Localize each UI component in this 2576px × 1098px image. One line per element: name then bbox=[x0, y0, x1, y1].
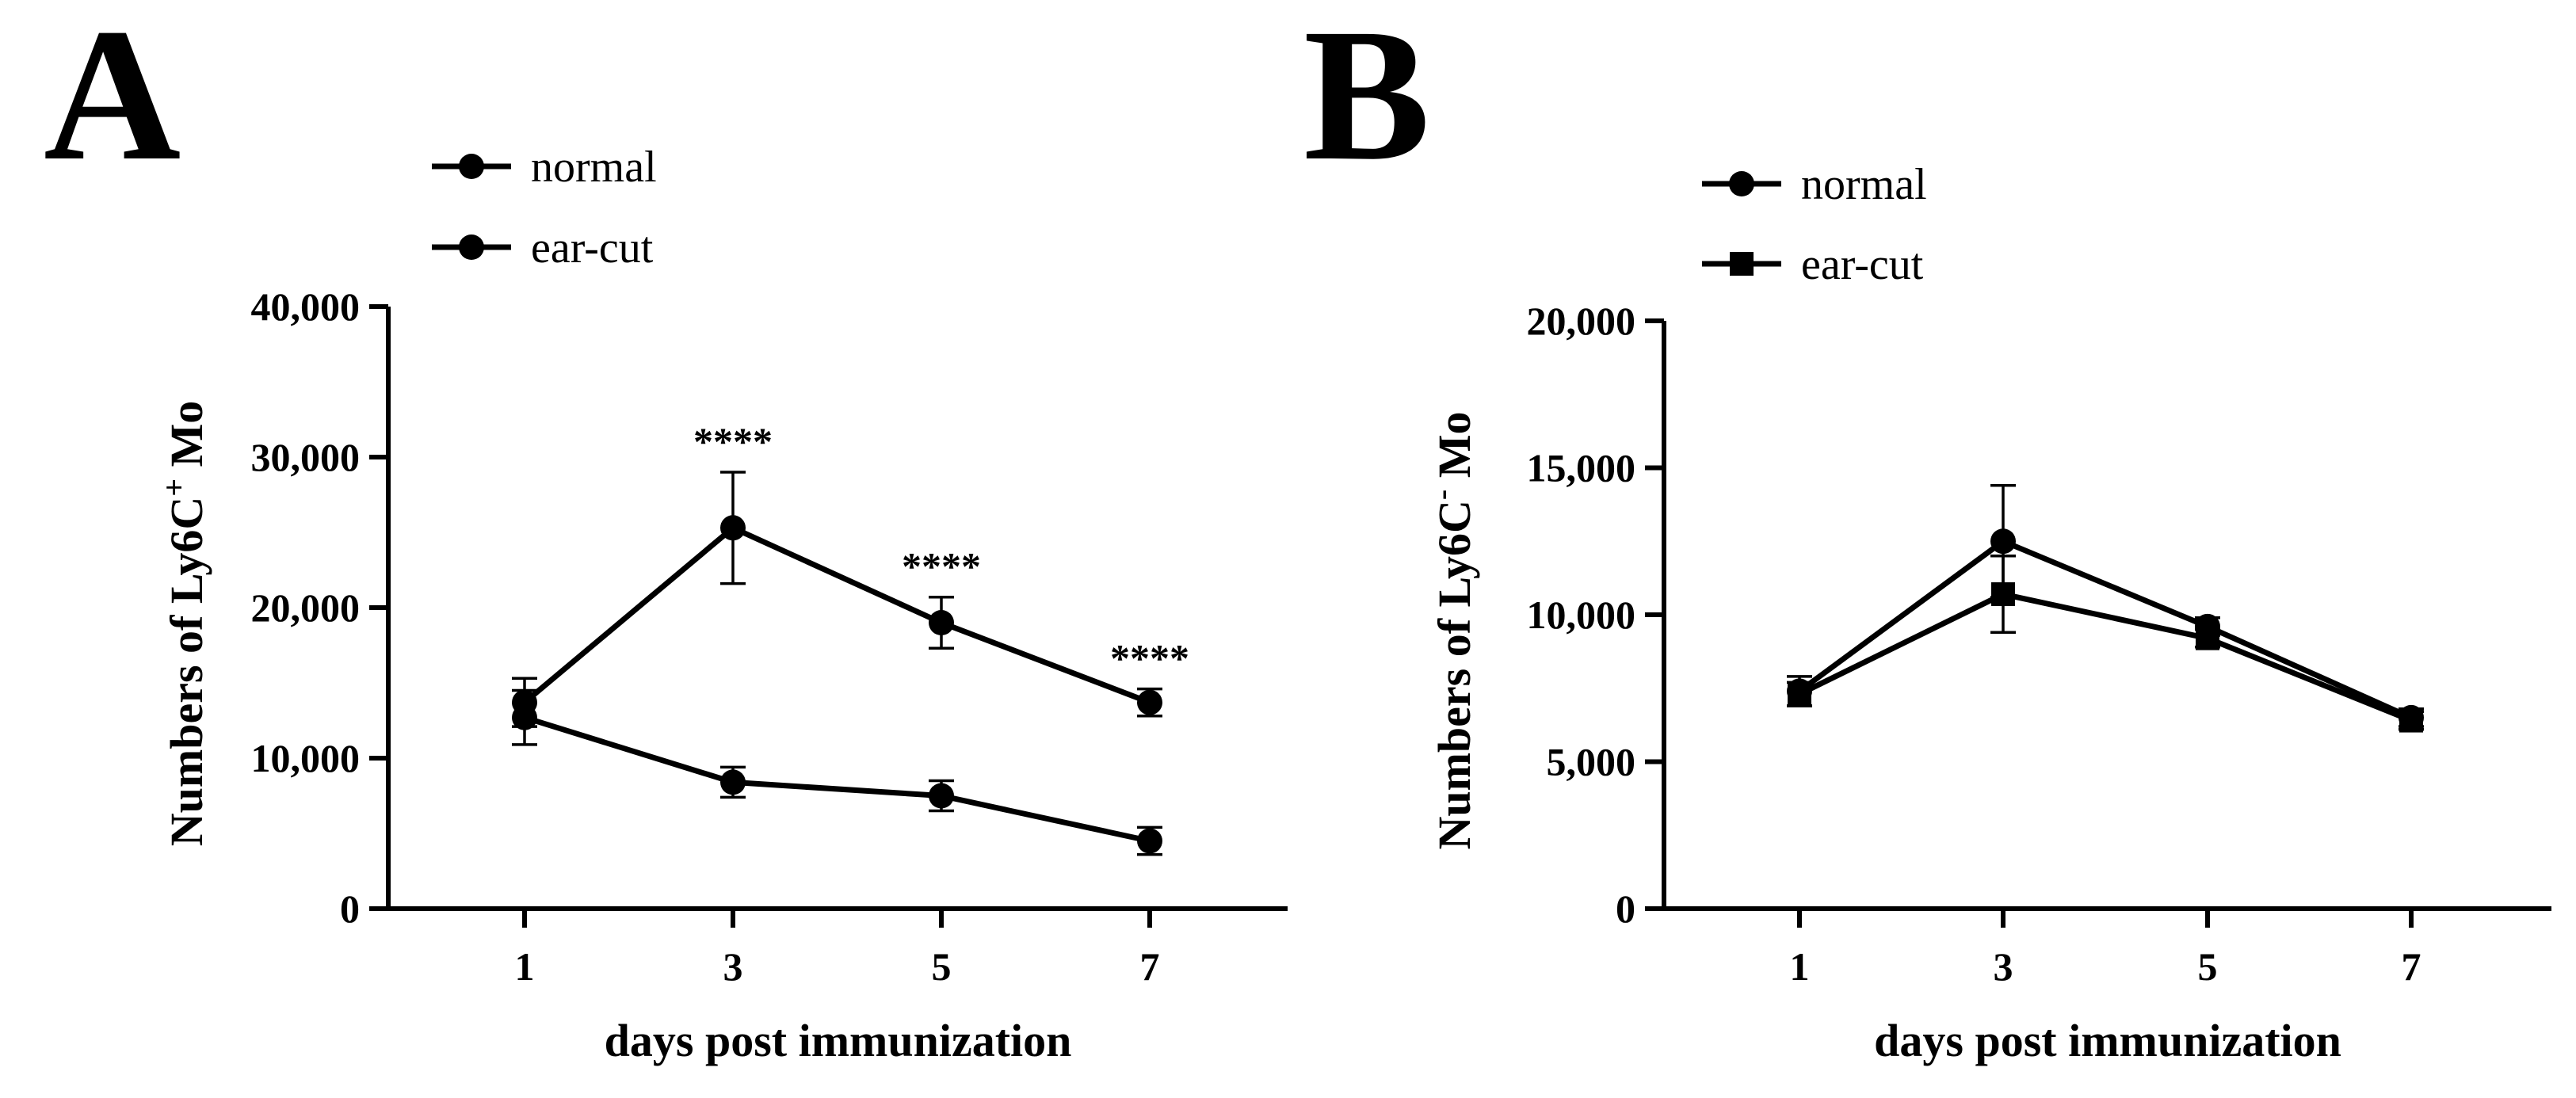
y-tick-label-b: 0 bbox=[1616, 886, 1635, 931]
legend-marker-a bbox=[459, 154, 484, 179]
x-tick-label-b: 7 bbox=[2402, 944, 2421, 989]
legend-marker-b bbox=[1729, 171, 1754, 196]
significance-annotation-a: **** bbox=[1110, 636, 1189, 681]
x-axis-title-a: days post immunization bbox=[605, 1015, 1072, 1066]
series-line-a-ear-cut bbox=[522, 524, 1151, 705]
data-point-b-ear-cut bbox=[1991, 582, 2015, 607]
legend-label-b: ear-cut bbox=[1801, 240, 1924, 289]
y-tick-label-a: 10,000 bbox=[251, 736, 361, 780]
x-tick-label-b: 1 bbox=[1790, 944, 1810, 989]
y-tick-label-a: 20,000 bbox=[251, 585, 361, 630]
data-point-b-ear-cut bbox=[1788, 682, 1811, 707]
series-line-a-normal bbox=[523, 715, 1151, 844]
data-point-a-ear-cut bbox=[720, 515, 746, 541]
y-axis-title-sup-b: - bbox=[1424, 490, 1460, 500]
y-axis-title-a: Numbers of Ly6C+ Mo bbox=[156, 401, 212, 847]
x-tick-label-a: 3 bbox=[723, 944, 743, 989]
y-tick-label-b: 15,000 bbox=[1527, 446, 1636, 490]
data-point-b-normal bbox=[1990, 528, 2016, 555]
series-line-b-normal bbox=[1797, 538, 2413, 721]
data-point-a-ear-cut bbox=[929, 610, 954, 635]
y-tick-label-b: 20,000 bbox=[1527, 299, 1636, 343]
y-tick-label-a: 0 bbox=[340, 886, 360, 931]
x-tick-label-a: 5 bbox=[932, 944, 952, 989]
x-tick-label-a: 1 bbox=[515, 944, 535, 989]
y-axis-title-suffix-b: Mo bbox=[1429, 411, 1480, 489]
data-point-a-normal bbox=[929, 783, 954, 809]
y-tick-label-b: 10,000 bbox=[1527, 593, 1636, 637]
legend-marker-a bbox=[459, 234, 484, 260]
x-tick-label-b: 3 bbox=[1994, 944, 2013, 989]
data-point-a-ear-cut bbox=[512, 689, 537, 715]
data-point-b-ear-cut bbox=[2399, 708, 2423, 733]
y-tick-label-a: 40,000 bbox=[251, 284, 361, 329]
data-point-a-normal bbox=[1137, 828, 1162, 854]
panel-b-label: B bbox=[1303, 0, 1430, 200]
significance-annotation-a: **** bbox=[902, 544, 981, 589]
legend-marker-b bbox=[1730, 252, 1754, 276]
x-tick-label-b: 5 bbox=[2198, 944, 2218, 989]
chart-panel-b: 0 5,000 10,000 15,000 20,000 1 3 5 7 days post im… bbox=[1424, 160, 2551, 1066]
panel-a-label: A bbox=[44, 0, 181, 200]
chart-panel-a: 0 10,000 20,000 30,000 40,000 1 3 5 7 days post i… bbox=[156, 143, 1288, 1066]
y-axis-title-main-a: Numbers of Ly6C bbox=[161, 497, 212, 846]
x-axis-title-b: days post immunization bbox=[1874, 1015, 2341, 1066]
y-axis-title-sup-a: + bbox=[156, 478, 192, 497]
legend-label-b: normal bbox=[1801, 160, 1927, 209]
y-axis-title-suffix-a: Mo bbox=[161, 401, 212, 478]
y-tick-label-a: 30,000 bbox=[251, 435, 361, 479]
y-tick-label-b: 5,000 bbox=[1547, 740, 1636, 784]
x-tick-label-a: 7 bbox=[1140, 944, 1160, 989]
y-axis-title-b: Numbers of Ly6C- Mo bbox=[1424, 411, 1480, 849]
significance-annotation-a: **** bbox=[693, 419, 773, 463]
legend-label-a: ear-cut bbox=[531, 223, 654, 273]
data-point-b-ear-cut bbox=[2196, 626, 2219, 650]
legend-label-a: normal bbox=[531, 143, 657, 192]
data-point-a-normal bbox=[720, 769, 746, 795]
y-axis-title-main-b: Numbers of Ly6C bbox=[1429, 500, 1480, 849]
series-line-b-ear-cut bbox=[1798, 591, 2413, 723]
data-point-a-ear-cut bbox=[1137, 689, 1162, 715]
